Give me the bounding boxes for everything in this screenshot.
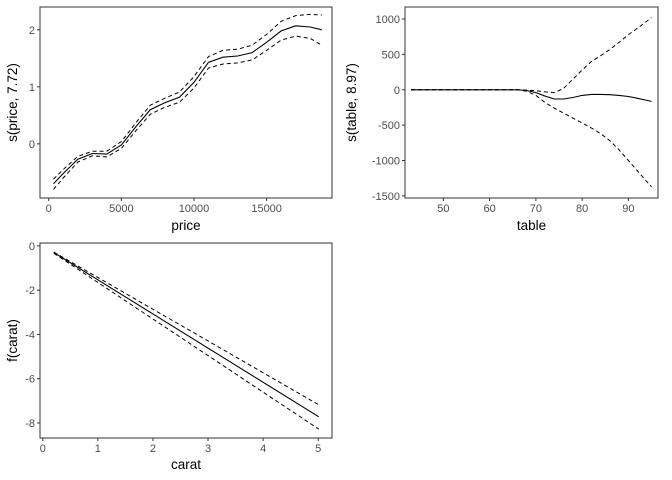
y-tick-label: -8	[25, 418, 35, 430]
y-tick-label: -6	[25, 374, 35, 386]
x-tick-label: 10000	[179, 203, 210, 215]
y-axis-title: s(table, 8.97)	[344, 63, 359, 142]
upper-band-line	[411, 17, 652, 94]
plot-border	[39, 6, 333, 199]
upper-band-line	[53, 251, 320, 406]
x-tick-label: 0	[40, 443, 46, 455]
lower-band-line	[411, 89, 652, 188]
panel-price: 0 5000 10000 15000 0 1 2 price s(price, 7.72)	[5, 6, 333, 233]
y-tick-label: -500	[378, 120, 400, 132]
panel-carat: 0 1 2 3 4 5 0 -2 -4 -6 -8 carat f(carat)	[5, 241, 333, 472]
x-tick-label: 5000	[109, 203, 133, 215]
y-tick-label: -4	[25, 329, 35, 341]
y-tick-label: 1000	[376, 14, 400, 26]
x-axis-title: table	[517, 218, 546, 233]
x-tick-label: 0	[46, 203, 52, 215]
y-tick-label: 1	[29, 82, 35, 94]
upper-band-line	[53, 13, 322, 180]
y-tick-label: 500	[382, 49, 400, 61]
x-tick-label: 15000	[251, 203, 282, 215]
plot-border	[39, 242, 333, 439]
y-tick-label: -1500	[372, 191, 400, 203]
y-tick-label: -2	[25, 285, 35, 297]
y-axis-title: f(carat)	[5, 319, 20, 362]
y-axis-title: s(price, 7.72)	[5, 63, 20, 142]
y-tick-label: 0	[29, 241, 35, 253]
fit-line	[53, 252, 320, 418]
x-tick-label: 1	[95, 443, 101, 455]
panel-table: 50 60 70 80 90 1000 500 0 -500 -1000 -1500 table s(t…	[344, 6, 659, 233]
x-tick-label: 50	[437, 203, 449, 215]
x-tick-label: 5	[315, 443, 321, 455]
plot-border	[404, 6, 659, 199]
x-tick-label: 60	[484, 203, 496, 215]
x-tick-label: 2	[150, 443, 156, 455]
x-tick-label: 3	[205, 443, 211, 455]
fit-line	[411, 89, 652, 102]
lower-band-line	[53, 35, 323, 190]
x-axis-title: price	[171, 218, 200, 233]
y-tick-label: -1000	[372, 156, 400, 168]
x-tick-label: 90	[622, 203, 634, 215]
y-tick-label: 0	[29, 139, 35, 151]
x-tick-label: 4	[260, 443, 266, 455]
y-tick-label: 0	[394, 85, 400, 97]
x-tick-label: 80	[576, 203, 588, 215]
fit-line	[53, 25, 322, 185]
lower-band-line	[53, 252, 320, 430]
x-tick-label: 70	[530, 203, 542, 215]
x-axis-title: carat	[171, 457, 201, 472]
y-tick-label: 2	[29, 25, 35, 37]
